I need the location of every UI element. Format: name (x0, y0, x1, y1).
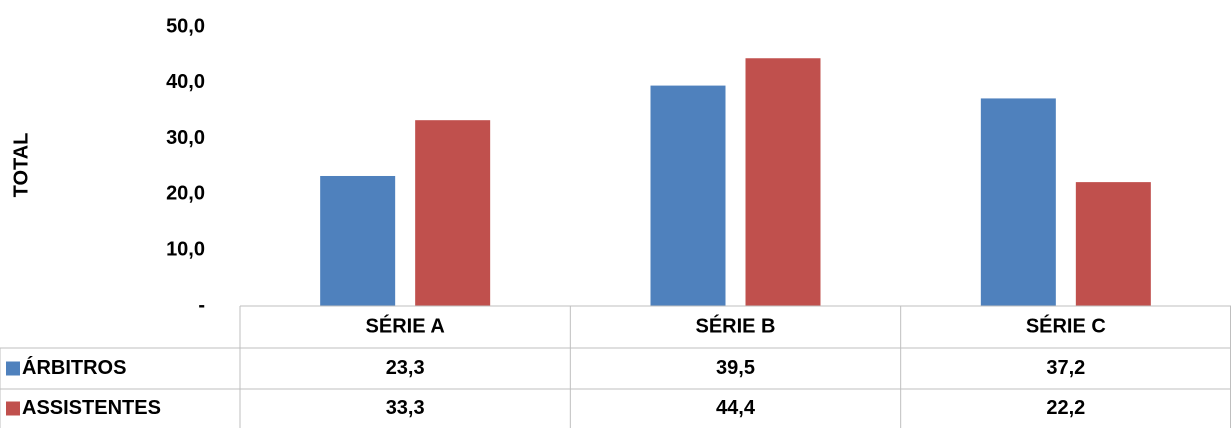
bar (650, 85, 726, 306)
bar (320, 175, 396, 306)
y-tick-label: - (198, 294, 205, 316)
table-value: 37,2 (1046, 357, 1085, 379)
y-tick-label: 20,0 (166, 183, 205, 205)
bar (415, 120, 491, 306)
y-axis-title: TOTAL (10, 133, 32, 198)
y-tick-label: 10,0 (166, 238, 205, 260)
bar (1075, 182, 1151, 306)
table-value: 33,3 (386, 397, 425, 419)
x-tick-label: SÉRIE C (1026, 314, 1106, 337)
bar (745, 58, 821, 306)
table-value: 22,2 (1046, 397, 1085, 419)
y-tick-label: 30,0 (166, 127, 205, 149)
x-tick-label: SÉRIE A (366, 314, 445, 337)
legend-swatch (6, 401, 20, 416)
y-tick-label: 50,0 (166, 15, 205, 37)
legend-label: ÁRBITROS (22, 356, 126, 379)
table-value: 44,4 (716, 397, 756, 419)
x-tick-label: SÉRIE B (695, 314, 775, 337)
legend-label: ASSISTENTES (22, 397, 161, 419)
table-value: 23,3 (386, 357, 425, 379)
legend-swatch (6, 361, 20, 376)
bar (980, 98, 1056, 306)
table-value: 39,5 (716, 357, 755, 379)
y-tick-label: 40,0 (166, 71, 205, 93)
